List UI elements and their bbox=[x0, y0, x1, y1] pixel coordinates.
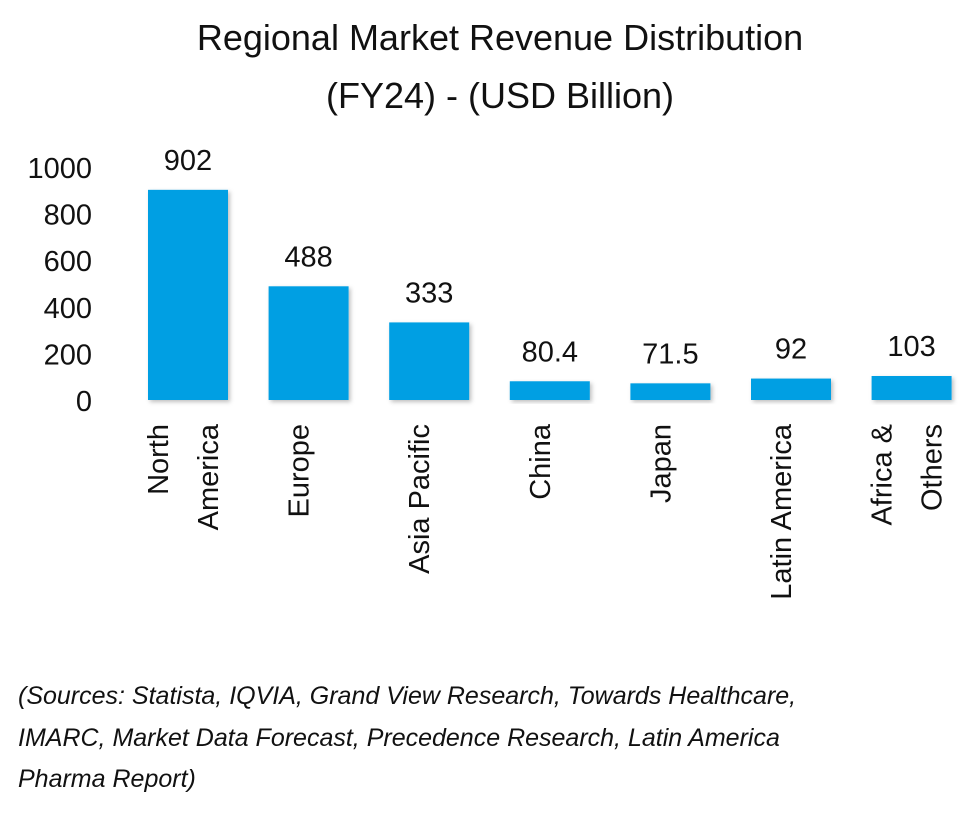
bar bbox=[389, 322, 470, 400]
x-category-label: China bbox=[525, 423, 557, 500]
data-label: 488 bbox=[284, 241, 332, 273]
bar bbox=[268, 286, 349, 400]
y-tick-label: 1000 bbox=[27, 153, 92, 185]
bar bbox=[871, 376, 952, 400]
data-label: 333 bbox=[405, 277, 453, 309]
bar bbox=[509, 381, 590, 400]
y-tick-label: 200 bbox=[44, 339, 92, 371]
data-label: 71.5 bbox=[642, 338, 698, 370]
sources-line-2: IMARC, Market Data Forecast, Precedence … bbox=[18, 724, 780, 752]
bar bbox=[630, 383, 711, 400]
data-label: 902 bbox=[164, 145, 212, 177]
x-category-label: Europe bbox=[284, 424, 316, 518]
sources-line-3: Pharma Report) bbox=[18, 765, 196, 793]
y-tick-label: 800 bbox=[44, 200, 92, 232]
y-tick-label: 0 bbox=[76, 386, 92, 418]
sources-line-1: (Sources: Statista, IQVIA, Grand View Re… bbox=[18, 682, 796, 710]
x-category-label: Others bbox=[917, 424, 949, 511]
data-label: 103 bbox=[887, 331, 935, 363]
x-category-label: Africa & bbox=[867, 424, 899, 526]
data-label: 80.4 bbox=[522, 336, 578, 368]
chart-title-line-1: Regional Market Revenue Distribution bbox=[197, 17, 803, 58]
bar bbox=[751, 378, 831, 400]
x-category-label: America bbox=[193, 423, 225, 530]
x-category-label: North bbox=[143, 424, 175, 495]
y-tick-label: 600 bbox=[44, 246, 92, 278]
chart-title-line-2: (FY24) - (USD Billion) bbox=[326, 75, 674, 116]
y-tick-label: 400 bbox=[44, 293, 92, 325]
x-category-label: Japan bbox=[645, 424, 677, 503]
data-label: 92 bbox=[775, 334, 807, 366]
x-category-label: Latin America bbox=[766, 423, 798, 600]
x-category-label: Asia Pacific bbox=[404, 424, 436, 574]
bar bbox=[148, 189, 228, 400]
